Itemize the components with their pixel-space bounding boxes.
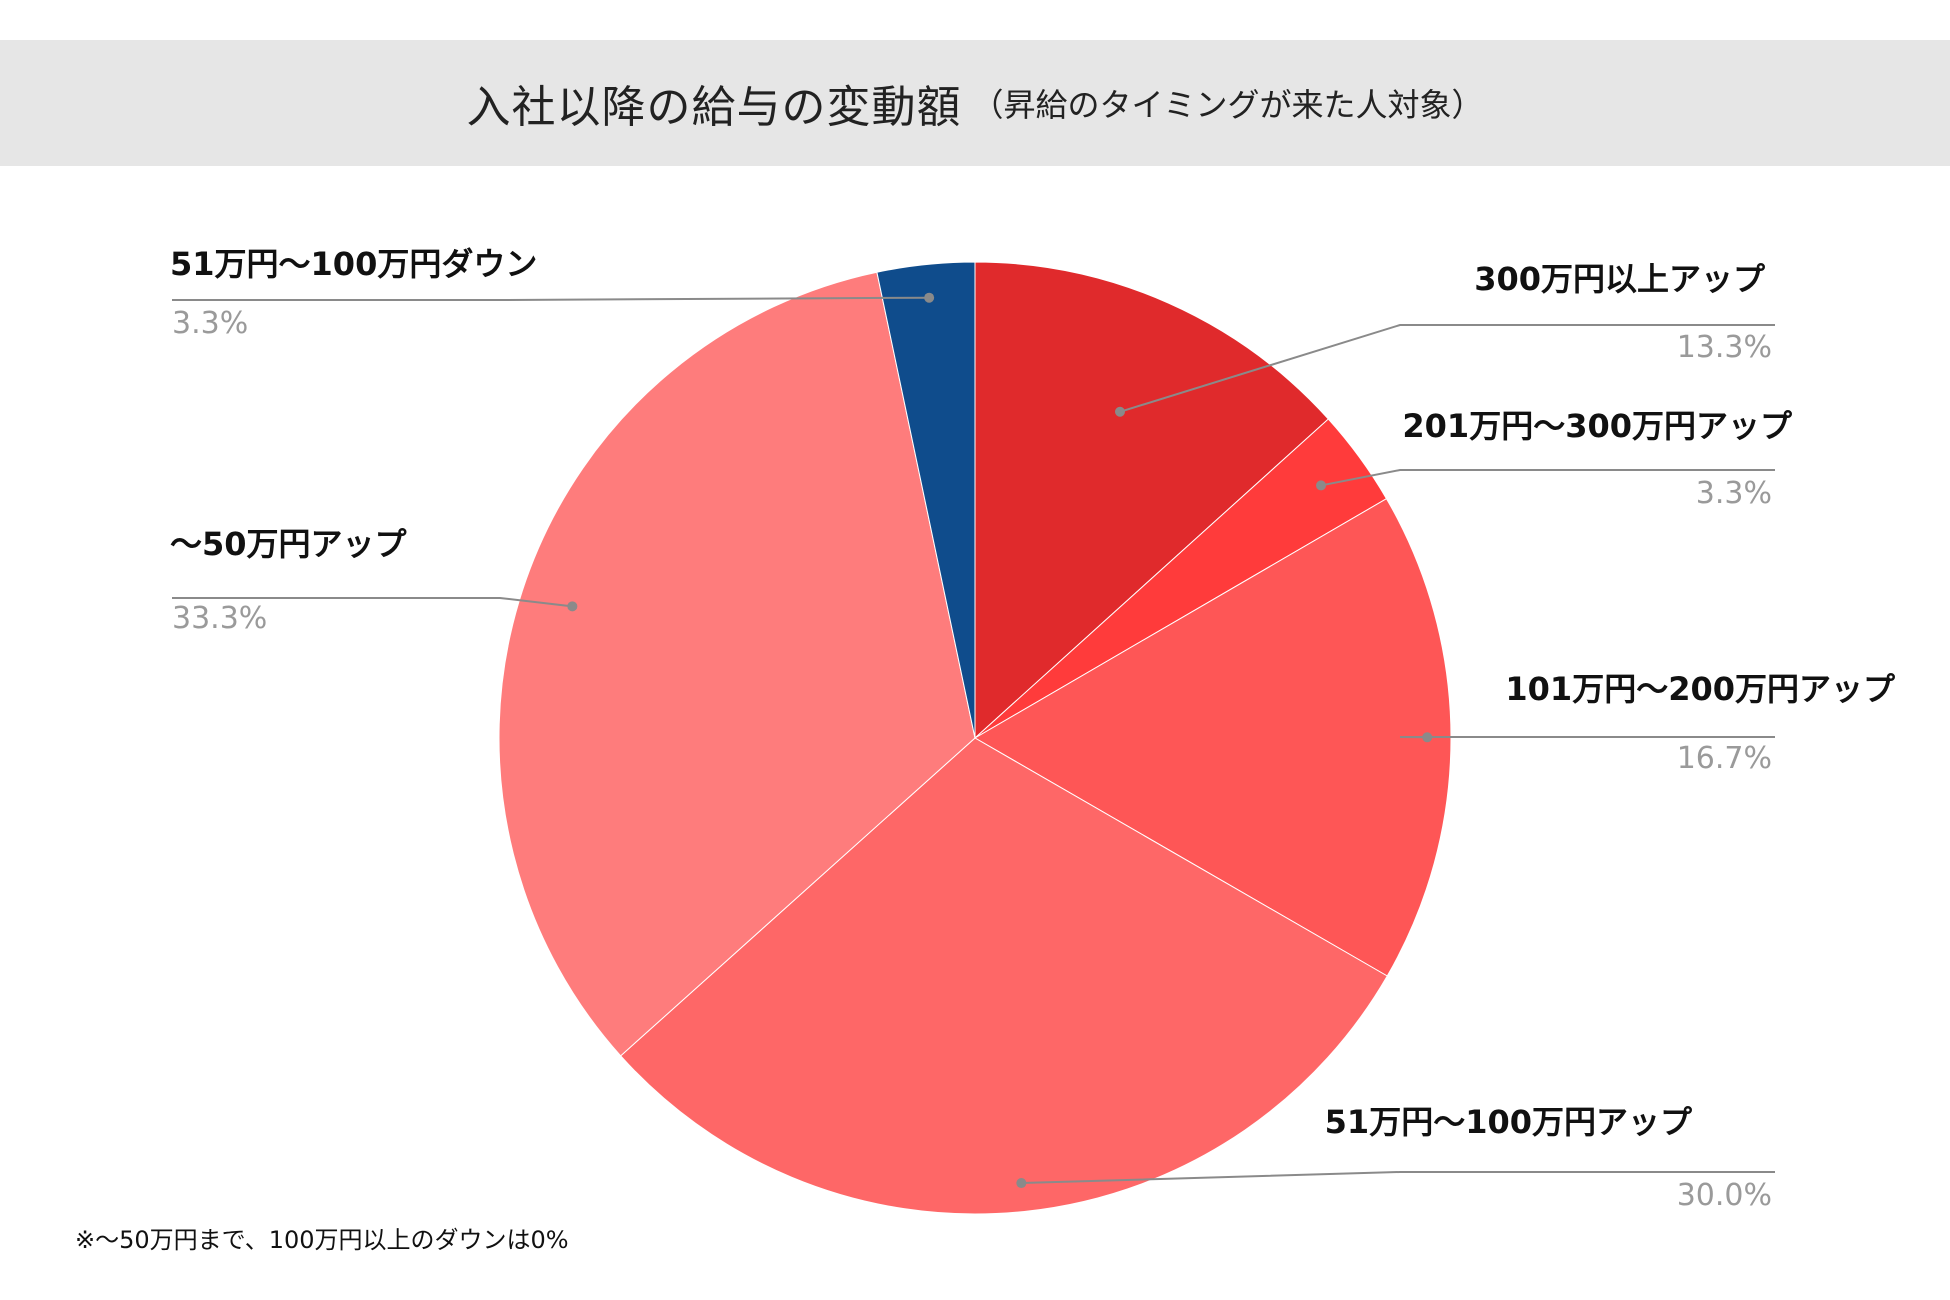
pie-slice [498,271,976,1057]
pie-slice [974,261,1330,740]
slice-percentage: 13.3% [1677,330,1772,365]
leader-line [172,597,573,608]
pie-slices [498,261,1452,1215]
slice-label: 51万円〜100万円ダウン [170,245,537,283]
slice-percentage: 16.7% [1677,741,1772,776]
leader-dot [1316,480,1327,491]
chart-subtitle: （昇給のタイミングが来た人対象） [971,86,1484,124]
leader-line [1320,469,1775,487]
slice-percentage: 30.0% [1677,1178,1772,1213]
leader-dot [1016,1178,1027,1189]
leader-dot [1422,732,1433,743]
slice-percentage: 3.3% [1696,476,1772,511]
slice-label: 101万円〜200万円アップ [1505,670,1896,708]
chart-title: 入社以降の給与の変動額 [466,82,962,133]
footnote: ※〜50万円まで、100万円以上のダウンは0% [75,1226,569,1254]
leader-dot [1114,406,1125,417]
slice-label: 〜50万円アップ [170,525,408,563]
slice-percentage: 33.3% [172,601,267,636]
pie-slice [619,737,1388,1215]
slice-label: 201万円〜300万円アップ [1402,407,1793,445]
leader-dot [567,601,578,612]
leader-dot [924,292,935,303]
leader-line [1021,1171,1775,1185]
leader-line [172,296,930,301]
title-bar: 入社以降の給与の変動額 （昇給のタイミングが来た人対象） [0,40,1950,166]
pie-slice [876,261,976,739]
leader-line [1119,324,1775,413]
slice-percentage: 3.3% [172,306,248,341]
slice-labels: 300万円以上アップ 13.3% 201万円〜300万円アップ 3.3% 101万円〜2… [170,245,1896,1213]
slice-label: 51万円〜100万円アップ [1325,1103,1693,1141]
leader-lines [172,292,1775,1189]
slice-label: 300万円以上アップ [1474,260,1766,298]
